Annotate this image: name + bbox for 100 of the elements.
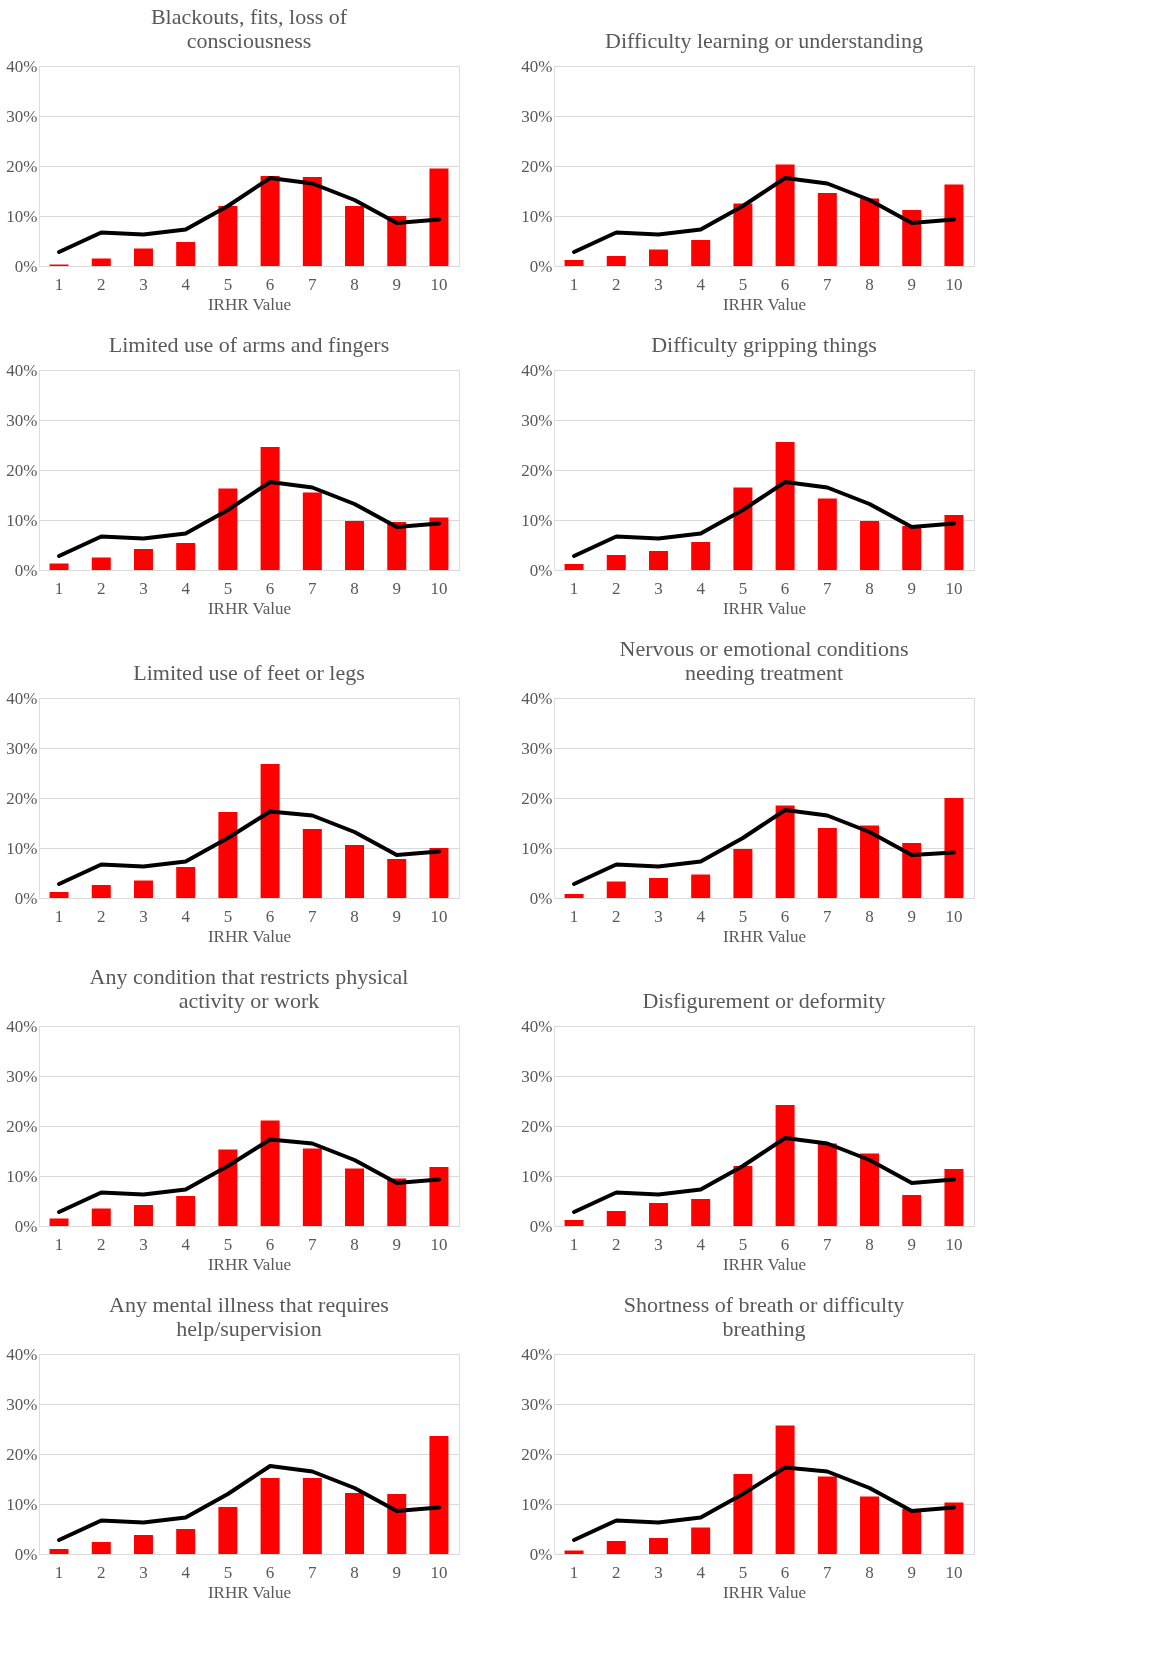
x-tick-label: 10 — [430, 906, 448, 926]
x-tick-label: 5 — [223, 578, 233, 598]
x-tick-label: 3 — [139, 1234, 148, 1254]
bar — [49, 563, 69, 570]
bar — [218, 1149, 238, 1226]
x-tick-label: 2 — [612, 1234, 621, 1254]
bar — [648, 1203, 668, 1226]
bar — [91, 258, 111, 266]
bar — [648, 249, 668, 266]
x-tick-label: 9 — [907, 1234, 916, 1254]
x-tick-label: 6 — [780, 274, 790, 294]
bar — [91, 1542, 111, 1554]
x-tick-label: 9 — [392, 1562, 401, 1582]
x-tick-label: 9 — [907, 906, 916, 926]
bar — [176, 1529, 196, 1554]
y-tick-label: 0% — [529, 560, 553, 580]
bar — [345, 845, 365, 898]
bar — [429, 517, 449, 570]
x-tick-label: 10 — [430, 1234, 448, 1254]
x-tick-label: 3 — [654, 578, 663, 598]
x-tick-label: 7 — [823, 1234, 833, 1254]
bar — [260, 764, 280, 898]
x-tick-label: 6 — [780, 906, 790, 926]
bar — [91, 1208, 111, 1226]
x-axis-title: IRHR Value — [207, 926, 292, 946]
y-tick-label: 20% — [521, 788, 553, 808]
x-tick-label: 8 — [350, 578, 359, 598]
bar — [91, 885, 111, 898]
bar — [302, 492, 322, 570]
bar — [775, 1105, 795, 1226]
x-tick-label: 6 — [265, 906, 275, 926]
bar — [944, 1502, 964, 1554]
bar — [775, 805, 795, 898]
bar — [860, 521, 880, 570]
bar — [218, 812, 238, 898]
bar — [260, 1120, 280, 1226]
x-tick-label: 1 — [54, 1562, 64, 1582]
y-tick-label: 20% — [521, 1444, 553, 1464]
y-tick-label: 40% — [6, 688, 38, 708]
chart-title: Limited use of arms and fingers — [108, 332, 390, 357]
x-axis-title: IRHR Value — [207, 1582, 292, 1602]
line-series — [57, 809, 441, 886]
x-axis-title: IRHR Value — [722, 1582, 807, 1602]
x-tick-label: 3 — [139, 1562, 148, 1582]
y-tick-label: 40% — [6, 360, 38, 380]
x-tick-label: 5 — [223, 1562, 233, 1582]
bar — [345, 521, 365, 570]
bar — [133, 1205, 153, 1226]
x-tick-label: 2 — [97, 274, 106, 294]
bar — [133, 1535, 153, 1554]
bar — [260, 176, 280, 266]
bar — [648, 878, 668, 898]
x-tick-label: 8 — [350, 274, 359, 294]
y-tick-label: 40% — [521, 56, 553, 76]
bar — [176, 242, 196, 266]
line-series — [572, 1136, 956, 1214]
x-tick-label: 2 — [97, 1234, 106, 1254]
y-tick-label: 20% — [6, 156, 38, 176]
y-tick-label: 20% — [6, 1116, 38, 1136]
x-tick-label: 3 — [654, 906, 663, 926]
x-tick-label: 1 — [54, 578, 64, 598]
x-tick-label: 6 — [265, 578, 275, 598]
x-tick-label: 2 — [612, 1562, 621, 1582]
bar — [902, 1509, 922, 1554]
bar — [944, 798, 964, 898]
bar — [860, 825, 880, 898]
bar — [648, 1538, 668, 1554]
x-axis-title: IRHR Value — [207, 1254, 292, 1274]
bar — [218, 1507, 238, 1554]
bar — [606, 1211, 626, 1226]
y-tick-label: 10% — [6, 206, 38, 226]
bar — [817, 498, 837, 570]
x-tick-label: 2 — [612, 274, 621, 294]
y-tick-label: 30% — [6, 106, 38, 126]
bar — [302, 1148, 322, 1226]
x-tick-label: 5 — [223, 906, 233, 926]
bar — [733, 487, 753, 570]
x-tick-label: 1 — [569, 578, 579, 598]
x-tick-label: 6 — [265, 274, 275, 294]
x-tick-label: 4 — [181, 1562, 191, 1582]
x-tick-label: 5 — [223, 1234, 233, 1254]
x-tick-label: 2 — [97, 906, 106, 926]
y-tick-label: 0% — [14, 888, 38, 908]
chart-title: Difficulty gripping things — [651, 332, 877, 357]
bar — [691, 1199, 711, 1226]
x-tick-label: 8 — [350, 1562, 359, 1582]
x-tick-label: 4 — [181, 1234, 191, 1254]
bar — [387, 1178, 407, 1226]
x-tick-label: 1 — [569, 1234, 579, 1254]
x-tick-label: 9 — [392, 1234, 401, 1254]
bar — [564, 894, 584, 898]
y-tick-label: 40% — [521, 1016, 553, 1036]
x-tick-label: 10 — [945, 578, 963, 598]
bar — [176, 1196, 196, 1226]
x-tick-label: 9 — [907, 578, 916, 598]
bar — [817, 1476, 837, 1554]
y-tick-label: 20% — [6, 1444, 38, 1464]
x-tick-label: 3 — [139, 578, 148, 598]
bar — [49, 1218, 69, 1226]
x-tick-label: 6 — [780, 578, 790, 598]
